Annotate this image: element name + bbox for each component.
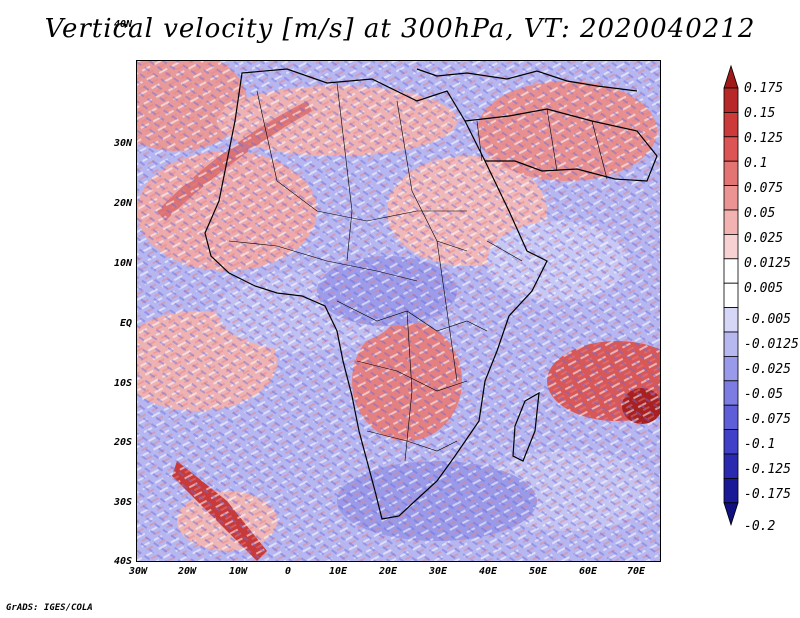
colorbar-segment [723,87,739,113]
lat-label-eq: EQ [119,318,132,329]
lon-label-30e: 30E [428,566,448,577]
lat-label-20s: 20S [113,437,132,448]
colorbar-segment [723,185,739,211]
colorbar-label: 0.0125 [744,256,791,271]
colorbar-label: 0.15 [744,106,776,121]
colorbar-segment [723,404,739,431]
colorbar-segment [723,453,739,479]
lon-label-0: 0 [284,566,292,577]
colorbar-label: 0.125 [744,131,784,146]
colorbar-segment [723,160,739,186]
lon-label-40e: 40E [478,566,498,577]
colorbar-arrow-bottom [723,502,739,527]
colorbar [723,64,739,527]
colorbar-arrow-top [723,64,739,89]
lat-label-20n: 20N [113,198,132,209]
colorbar-label: -0.2 [744,519,776,534]
colorbar-label: -0.0125 [744,337,799,352]
lon-label-60e: 60E [578,566,598,577]
colorbar-segment [723,355,739,382]
colorbar-label: 0.025 [744,231,784,246]
lat-label-40s: 40S [113,556,132,567]
colorbar-label: 0.175 [744,81,784,96]
colorbar-label: -0.125 [744,462,791,477]
footer-credit: GrADS: IGES/COLA [6,603,93,613]
map-title: Vertical velocity [m/s] at 300hPa, VT: 2… [44,14,756,44]
lat-label-30s: 30S [113,497,132,508]
colorbar-segment [723,380,739,406]
lon-label-10w: 10W [228,566,248,577]
colorbar-segment [723,331,739,357]
colorbar-label: 0.05 [744,206,776,221]
colorbar-segment [723,233,739,260]
colorbar-label: 0.1 [744,156,768,171]
colorbar-label: -0.1 [744,437,776,452]
lat-label-40n: 40N [113,19,132,30]
colorbar-label: -0.025 [744,362,791,377]
colorbar-label: -0.175 [744,487,791,502]
country-borders [228,82,608,462]
field-texture-cool [137,61,660,561]
lat-label-10n: 10N [113,258,132,269]
lon-label-30w: 30W [128,566,148,577]
colorbar-label: 0.075 [744,181,784,196]
lon-label-70e: 70E [626,566,646,577]
colorbar-segment [723,112,739,138]
colorbar-segment [723,258,739,284]
velocity-map [136,60,661,562]
colorbar-segment [723,429,739,455]
africa-coastline [204,68,658,520]
colorbar-label: -0.005 [744,312,791,327]
colorbar-segment [723,209,739,235]
lat-label-30n: 30N [113,138,132,149]
colorbar-segment [723,136,739,162]
map-field [137,61,660,561]
colorbar-label: -0.075 [744,412,791,427]
lon-label-50e: 50E [528,566,548,577]
lat-label-10s: 10S [113,378,132,389]
lon-label-20w: 20W [177,566,197,577]
colorbar-segment [723,477,739,504]
lon-label-10e: 10E [328,566,348,577]
lon-label-20e: 20E [378,566,398,577]
colorbar-segment [723,282,739,308]
colorbar-label: 0.005 [744,281,784,296]
colorbar-label: -0.05 [744,387,784,402]
colorbar-segment [723,307,739,333]
